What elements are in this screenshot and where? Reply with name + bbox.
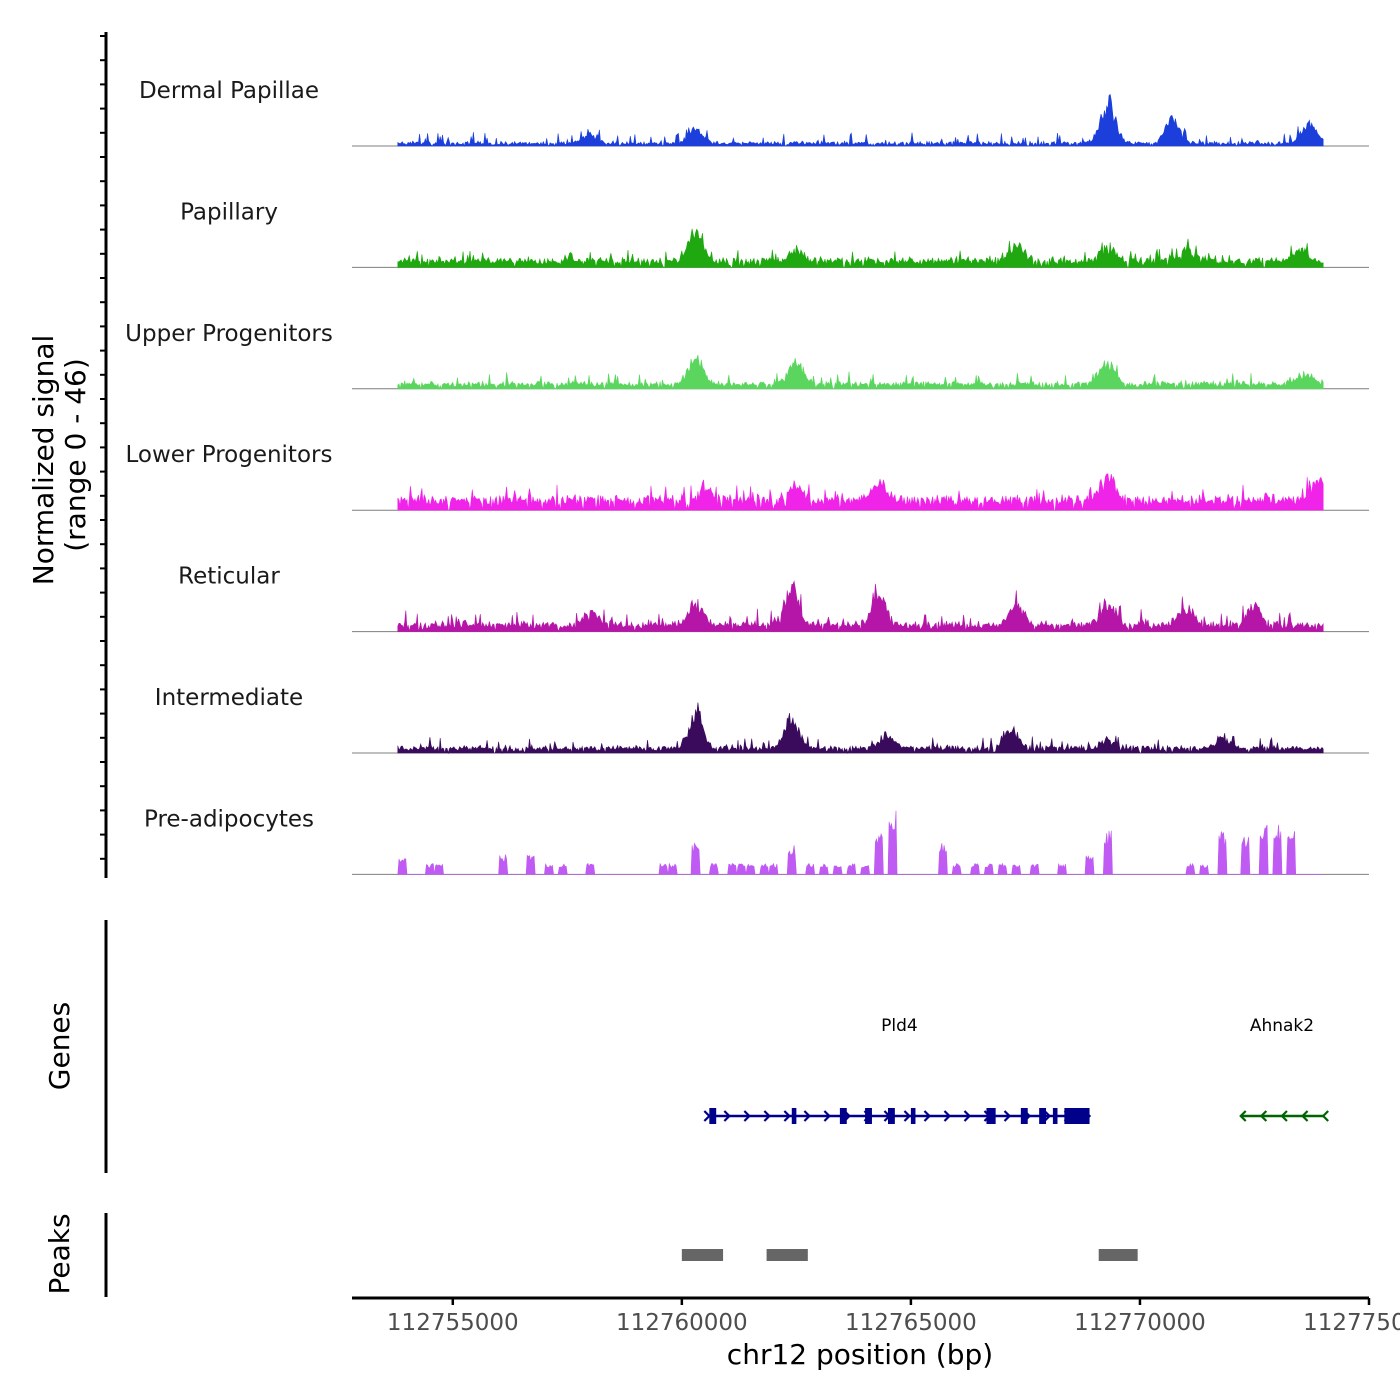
gene-exon [1039, 1108, 1047, 1124]
track-label: Intermediate [155, 685, 303, 711]
strand-arrow [783, 1110, 791, 1122]
coverage-track [352, 810, 1369, 875]
strand-arrow [963, 1110, 972, 1122]
track-labels: Dermal Papillae Papillary Upper Progenitor… [125, 78, 333, 832]
coverage-track [352, 355, 1369, 390]
peak-region [1098, 1249, 1138, 1261]
gene-exon [865, 1108, 872, 1124]
signal-area [397, 93, 1324, 148]
strand-arrow [1239, 1110, 1247, 1122]
track-label: Lower Progenitors [126, 442, 333, 468]
gene-exon [1064, 1108, 1090, 1124]
coverage-track [352, 228, 1369, 269]
gene-annotations: Pld4 Ahnak2 [703, 1016, 1329, 1124]
gene-name-label: Ahnak2 [1250, 1016, 1314, 1036]
coverage-track [352, 580, 1369, 633]
x-axis: 112755000 112760000 112765000 112770000 1127… [352, 1296, 1400, 1336]
strand-arrow [1280, 1110, 1288, 1122]
strand-arrow [823, 1110, 831, 1122]
track-label: Pre-adipocytes [144, 806, 314, 832]
y-axis-title-line-2: (range 0 - 46) [59, 358, 92, 552]
signal-area [397, 580, 1324, 633]
track-label: Papillary [180, 199, 278, 225]
gene-exon [986, 1108, 996, 1124]
strand-arrow [803, 1110, 811, 1122]
peak-region [766, 1249, 808, 1261]
peaks-panel-title: Peaks [43, 1213, 76, 1294]
y-axis-title-line-1: Normalized signal [27, 335, 60, 586]
peak-regions [681, 1249, 1138, 1261]
signal-area [397, 810, 1324, 875]
x-tick-label: 112760000 [616, 1310, 748, 1336]
coverage-tracks [352, 93, 1369, 875]
signal-area [397, 228, 1324, 269]
y-axis-title: Normalized signal (range 0 - 46) [27, 335, 92, 586]
x-tick-label: 112775000 [1303, 1310, 1400, 1336]
gene-exon [1020, 1108, 1028, 1124]
peak-region [681, 1249, 724, 1261]
gene-name-label: Pld4 [881, 1016, 918, 1036]
signal-area [397, 355, 1324, 390]
coverage-track [352, 93, 1369, 148]
gene-model: Pld4 [703, 1016, 1092, 1124]
x-tick-label: 112770000 [1074, 1310, 1206, 1336]
gene-exon [709, 1108, 717, 1124]
strand-arrow [703, 1110, 711, 1122]
coverage-track [352, 473, 1369, 511]
strand-arrow [923, 1110, 932, 1122]
gene-model: Ahnak2 [1239, 1016, 1329, 1122]
track-label: Reticular [178, 564, 280, 590]
genes-panel-title: Genes [43, 1002, 76, 1090]
track-label: Upper Progenitors [125, 321, 333, 347]
strand-arrow [1301, 1110, 1309, 1122]
track-label: Dermal Papillae [139, 78, 319, 104]
strand-arrow [763, 1110, 771, 1122]
x-tick-label: 112765000 [845, 1310, 977, 1336]
gene-exon [1052, 1108, 1058, 1124]
strand-arrow [1043, 1110, 1052, 1122]
strand-arrow [1259, 1110, 1268, 1122]
strand-arrow [943, 1110, 952, 1122]
coverage-track [352, 702, 1369, 755]
strand-arrow [1321, 1110, 1329, 1122]
gene-exon [910, 1108, 916, 1124]
gene-exon [887, 1108, 895, 1124]
signal-area [397, 702, 1324, 755]
x-tick-label: 112755000 [387, 1310, 519, 1336]
left-axes [100, 32, 108, 1297]
strand-arrow [1003, 1110, 1012, 1122]
signal-area [397, 473, 1324, 511]
strand-arrow [903, 1110, 912, 1122]
strand-arrow [743, 1110, 751, 1122]
gene-exon [839, 1108, 847, 1124]
strand-arrow [723, 1110, 731, 1122]
gene-exon [791, 1108, 797, 1124]
x-axis-label: chr12 position (bp) [727, 1338, 993, 1371]
